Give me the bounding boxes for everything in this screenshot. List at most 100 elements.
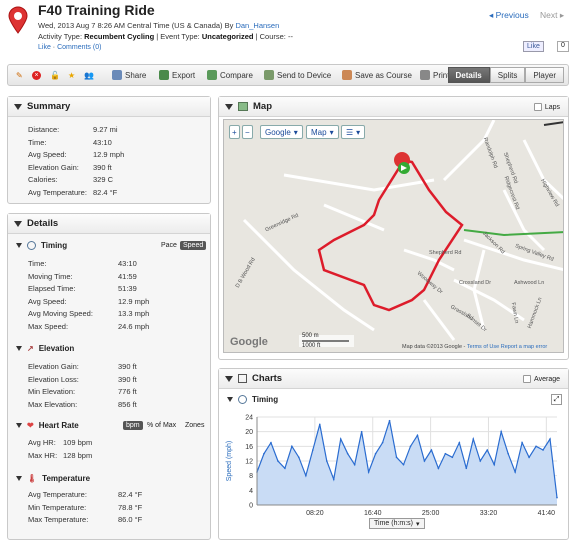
data-point	[298, 456, 300, 459]
route-map[interactable]: + − Google ▾ Map ▾ ☰ ▾ Google 500 m 1000 ft…	[223, 119, 564, 353]
data-point	[500, 430, 502, 433]
laps-checkbox[interactable]: Laps	[533, 103, 560, 111]
scale-imperial: 1000 ft	[302, 343, 321, 349]
terms-link[interactable]: Terms of Use	[466, 344, 500, 350]
data-point	[521, 441, 523, 444]
details-title: Details	[27, 218, 59, 229]
average-label: Average	[534, 375, 560, 383]
heart-rate-section-header[interactable]: ❤ Heart Rate	[16, 421, 79, 430]
privacy-button[interactable]: 🔓	[50, 69, 60, 81]
send-to-device-button[interactable]: Send to Device	[264, 69, 331, 81]
share-icon	[112, 70, 122, 80]
user-link[interactable]: Dan_Hansen	[235, 21, 280, 30]
data-point	[360, 430, 363, 433]
pace-toggle[interactable]: Pace	[161, 242, 177, 249]
chevron-down-icon: ▾	[293, 127, 298, 137]
delete-button[interactable]: ×	[32, 69, 41, 81]
temperature-section-header[interactable]: 🌡 Temperature	[16, 474, 90, 483]
collapse-icon[interactable]	[14, 103, 22, 110]
data-point	[312, 449, 314, 451]
zoom-out-button[interactable]: −	[242, 125, 253, 139]
activity-type-value[interactable]: Recumbent Cycling	[84, 32, 155, 41]
speed-toggle[interactable]: Speed	[180, 241, 207, 250]
average-check[interactable]	[523, 375, 532, 383]
stat-value: 329 C	[93, 175, 114, 184]
road-label: Crossland Dr	[459, 280, 492, 286]
map-type-select[interactable]: Map ▾	[306, 125, 339, 139]
x-axis-select[interactable]: Time (h:m:s) ▾	[369, 518, 425, 529]
event-type-value[interactable]: Uncategorized	[201, 32, 254, 41]
elevation-section-header[interactable]: ↗ Elevation	[16, 344, 74, 353]
details-header[interactable]: Details	[8, 214, 210, 234]
zoom-in-button[interactable]: +	[229, 125, 240, 139]
course-label: | Course: --	[253, 32, 293, 41]
google-logo[interactable]: Google	[230, 336, 268, 348]
print-button[interactable]: Print	[420, 69, 449, 81]
collapse-icon[interactable]	[225, 375, 233, 382]
stat-label: Min Elevation:	[28, 387, 76, 396]
compare-button[interactable]: Compare	[207, 69, 253, 81]
collapse-icon[interactable]	[16, 476, 22, 481]
stat-label: Time:	[28, 259, 47, 268]
timing-section-header[interactable]: Timing	[16, 241, 67, 250]
previous-link[interactable]: ◂ Previous	[489, 10, 529, 20]
comments-link[interactable]: Comments (0)	[57, 44, 102, 51]
stat-value: 390 ft	[118, 362, 137, 371]
start-marker-icon[interactable]	[394, 152, 410, 174]
stat-label: Max HR:	[28, 450, 58, 460]
chart-icon	[238, 374, 247, 383]
percent-max-toggle[interactable]: % of Max	[147, 422, 177, 429]
map-header[interactable]: Map	[219, 97, 568, 117]
stat-value: 86.0 °F	[118, 515, 143, 524]
collapse-icon[interactable]	[16, 243, 22, 248]
tab-details[interactable]: Details	[447, 67, 490, 83]
charts-panel: Charts Average Timing ⤢ 0 4 8 12 16 20 24 08:20…	[218, 368, 569, 540]
laps-check[interactable]	[533, 103, 542, 111]
map-icon	[238, 102, 248, 111]
layers-select[interactable]: ☰ ▾	[341, 125, 366, 139]
clock-icon	[238, 395, 247, 404]
zones-toggle[interactable]: Zones	[185, 422, 205, 429]
activity-toolbar: ✎ × 🔓 ★ 👥 Share Export Compare Send to D…	[7, 64, 569, 86]
charts-header[interactable]: Charts	[219, 369, 568, 389]
collapse-icon[interactable]	[16, 423, 22, 428]
charts-title: Charts	[252, 373, 283, 384]
timing-chart-header[interactable]: Timing	[227, 395, 278, 404]
expand-icon[interactable]: ⤢	[551, 394, 562, 405]
stat-value: 41:59	[118, 271, 137, 281]
tab-splits[interactable]: Splits	[489, 67, 526, 83]
map-panel: Map Laps + − Google ▾ Map ▾ ☰ ▾ Google 500 …	[218, 96, 569, 360]
data-point	[493, 463, 496, 466]
people-button[interactable]: 👥	[84, 69, 94, 81]
next-link[interactable]: Next ▸	[540, 10, 565, 20]
data-point	[388, 419, 391, 422]
average-checkbox[interactable]: Average	[523, 375, 560, 383]
report-map-error-link[interactable]: Report a map error	[500, 344, 548, 350]
collapse-icon[interactable]	[16, 346, 22, 351]
facebook-like-button[interactable]: Like	[523, 41, 544, 52]
collapse-icon[interactable]	[227, 397, 233, 402]
bpm-toggle[interactable]: bpm	[123, 421, 143, 430]
data-point	[458, 441, 461, 444]
export-button[interactable]: Export	[159, 69, 195, 81]
laps-label: Laps	[544, 103, 560, 111]
data-point	[402, 463, 405, 466]
collapse-icon[interactable]	[14, 220, 22, 227]
stat-value: 390 ft	[93, 162, 112, 172]
summary-header[interactable]: Summary	[8, 97, 210, 117]
save-as-course-button[interactable]: Save as Course	[342, 69, 412, 81]
tab-player[interactable]: Player	[525, 67, 564, 83]
edit-button[interactable]: ✎	[16, 69, 23, 81]
y-tick-label: 12	[245, 459, 253, 466]
collapse-icon[interactable]	[225, 103, 233, 110]
data-point	[374, 452, 377, 455]
x-axis-select-label: Time (h:m:s)	[374, 520, 414, 527]
favorite-button[interactable]: ★	[68, 69, 75, 81]
google-layer-select[interactable]: Google ▾	[260, 125, 303, 139]
like-link[interactable]: Like	[38, 44, 51, 51]
map-canvas[interactable]	[224, 120, 564, 353]
share-button[interactable]: Share	[112, 69, 146, 81]
speed-chart-svg: 0 4 8 12 16 20 24 08:20 16:40 25:00 33:20 41:40 Spee…	[226, 415, 558, 517]
route-path	[317, 158, 464, 312]
stat-label: Avg Temperature:	[28, 490, 87, 499]
